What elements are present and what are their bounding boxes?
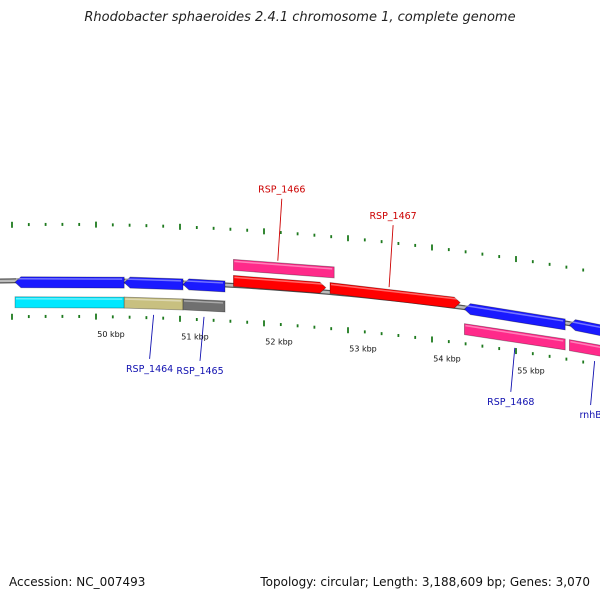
gene-label-rsp_1467: RSP_1467	[369, 211, 416, 222]
leader-line	[277, 198, 283, 261]
leader-line	[510, 347, 516, 392]
gene-label-rsp_1465: RSP_1465	[176, 366, 223, 377]
gene-highlight	[183, 300, 224, 304]
gene-highlight	[125, 298, 182, 302]
map-title: Rhodobacter sphaeroides 2.4.1 chromosome…	[84, 10, 516, 25]
gene-arrow	[182, 298, 226, 313]
gene-features	[14, 258, 600, 357]
gene-arrow	[232, 274, 327, 294]
gene-labels: RSP_1464 RSP_1465 RSP_1466 RSP_1467 RSP_1468…	[126, 185, 600, 421]
inner-tick-track	[11, 313, 585, 364]
kbp-label: 52 kbp	[265, 337, 293, 346]
gene-arrow	[569, 339, 600, 357]
gene-arrow	[463, 323, 566, 351]
kbp-label: 50 kbp	[97, 330, 125, 339]
gene-highlight	[234, 276, 324, 285]
gene-label-rnhb: rnhB	[579, 410, 600, 421]
kbp-label: 51 kbp	[181, 332, 209, 341]
gene-highlight	[125, 278, 182, 282]
leader-line	[199, 316, 205, 361]
gene-arrow	[329, 282, 461, 309]
gene-highlight	[234, 260, 333, 270]
gene-highlight	[465, 304, 564, 322]
gene-arrow	[123, 276, 184, 291]
kbp-label: 54 kbp	[433, 354, 461, 363]
accession-text: Accession: NC_007493	[9, 575, 146, 589]
gene-highlight	[330, 283, 459, 300]
leader-line	[388, 225, 394, 288]
outer-tick-track	[11, 221, 585, 272]
gene-highlight	[183, 280, 224, 284]
leader-line	[590, 360, 596, 406]
kbp-label: 55 kbp	[517, 366, 545, 375]
gene-arrow	[182, 278, 226, 293]
gene-label-rsp_1466: RSP_1466	[258, 185, 305, 196]
gene-arrow	[232, 258, 335, 279]
gene-label-rsp_1464: RSP_1464	[126, 364, 173, 375]
genome-summary-text: Topology: circular; Length: 3,188,609 bp…	[260, 575, 590, 589]
gene-arrow	[463, 303, 566, 331]
gene-label-rsp_1468: RSP_1468	[487, 397, 534, 408]
leader-line	[149, 314, 155, 359]
gene-label-leaders	[149, 198, 596, 406]
gene-arrow	[14, 276, 125, 289]
gene-highlight	[570, 320, 600, 329]
gene-arrow	[568, 319, 600, 337]
gene-highlight	[570, 340, 600, 349]
kbp-label: 53 kbp	[349, 345, 377, 354]
gene-highlight	[465, 324, 564, 342]
